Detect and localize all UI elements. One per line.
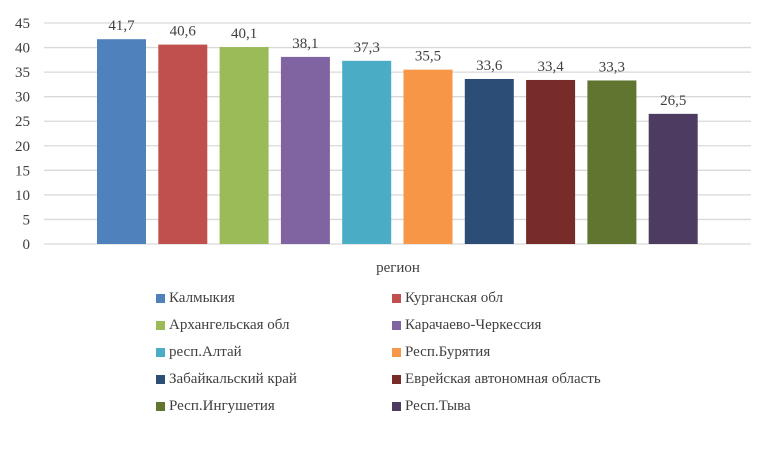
legend-item: Еврейская автономная область (392, 371, 601, 388)
legend-item: Респ.Тыва (392, 398, 471, 415)
bar (280, 56, 330, 245)
y-tick-label: 35 (15, 65, 30, 81)
legend-swatch (156, 348, 165, 357)
legend-swatch (392, 402, 401, 411)
data-label: 40,1 (231, 26, 257, 42)
x-axis-title: регион (376, 260, 420, 276)
y-tick-label: 10 (15, 188, 30, 204)
legend-label: респ.Алтай (169, 344, 242, 360)
data-label: 40,6 (170, 24, 197, 40)
legend-swatch (392, 321, 401, 330)
gridlines (44, 22, 751, 245)
y-tick-label: 25 (15, 114, 30, 130)
bar (158, 44, 208, 245)
bars (97, 39, 698, 245)
y-tick-label: 5 (23, 212, 31, 228)
data-label: 37,3 (354, 40, 380, 56)
y-tick-label: 0 (23, 237, 31, 253)
y-tick-label: 20 (15, 139, 30, 155)
data-label: 35,5 (415, 49, 441, 65)
y-tick-label: 40 (15, 41, 30, 57)
legend-swatch (156, 321, 165, 330)
y-axis-ticks: 0 5 10 15 20 25 30 35 40 45 (15, 16, 30, 253)
bar (464, 78, 514, 244)
legend-label: Еврейская автономная область (405, 371, 601, 387)
legend-item: респ.Алтай (156, 344, 242, 361)
bar (403, 69, 453, 245)
legend-swatch (392, 348, 401, 357)
legend-item: Респ.Бурятия (392, 344, 490, 361)
bar (587, 80, 637, 245)
legend-label: Карачаево-Черкессия (405, 317, 542, 333)
legend-item: Архангельская обл (156, 317, 290, 334)
legend-label: Курганская обл (405, 290, 503, 306)
y-tick-label: 30 (15, 90, 30, 106)
legend-item: Курганская обл (392, 290, 503, 307)
y-tick-label: 15 (15, 163, 30, 179)
legend-label: Респ.Ингушетия (169, 398, 275, 414)
legend-item: Респ.Ингушетия (156, 398, 275, 415)
data-label: 38,1 (292, 36, 318, 52)
bar (219, 47, 269, 244)
legend-item: Калмыкия (156, 290, 235, 307)
data-label: 33,4 (537, 59, 564, 75)
data-label: 33,6 (476, 58, 503, 74)
y-tick-label: 45 (15, 16, 30, 32)
legend-swatch (392, 294, 401, 303)
data-label: 26,5 (660, 93, 686, 109)
legend-label: Респ.Бурятия (405, 344, 491, 360)
legend-item: Карачаево-Черкессия (392, 317, 541, 334)
bar (526, 79, 576, 244)
bar (97, 39, 146, 244)
legend-swatch (156, 402, 165, 411)
legend-label: Архангельская обл (169, 317, 290, 333)
legend-item: Забайкальский край (156, 371, 297, 388)
data-label: 41,7 (108, 18, 135, 34)
bar (648, 113, 698, 244)
legend-label: Калмыкия (169, 290, 235, 306)
legend-label: Забайкальский край (169, 371, 297, 387)
data-label: 33,3 (599, 59, 625, 75)
legend-swatch (156, 375, 165, 384)
legend-label: Респ.Тыва (405, 398, 471, 414)
bar (342, 60, 392, 245)
legend-swatch (156, 294, 165, 303)
data-labels: 41,7 40,6 40,1 38,1 37,3 35,5 33,6 33,4 33,3 26,5 (108, 18, 686, 109)
legend-swatch (392, 375, 401, 384)
